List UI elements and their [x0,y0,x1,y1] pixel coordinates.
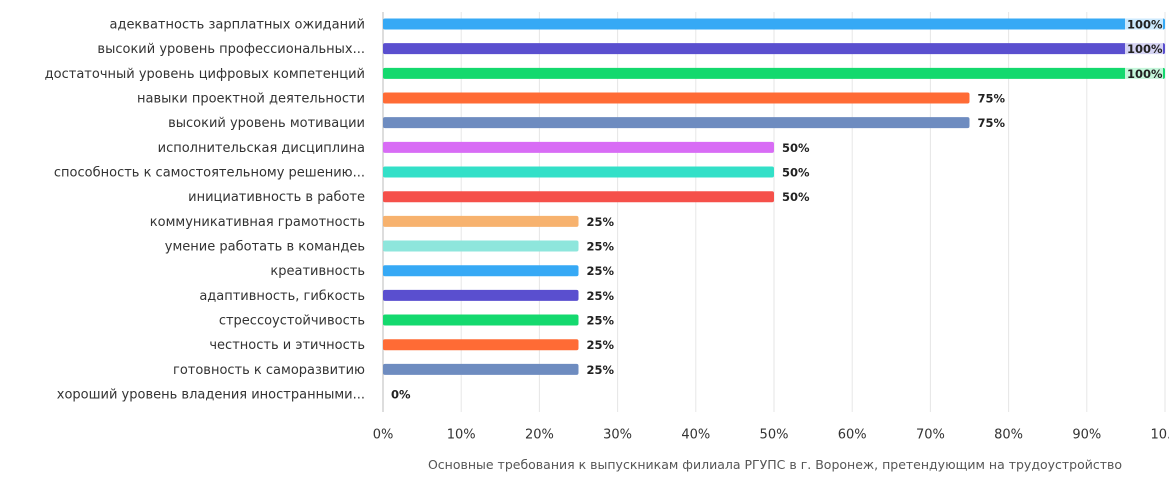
y-tick-label: навыки проектной деятельности [137,92,365,107]
y-tick-label: честность и этичность [209,338,365,353]
y-tick-label: высокий уровень мотивации [168,116,365,131]
bar [383,339,579,351]
value-label: 25% [587,264,615,278]
bar [383,215,579,227]
value-label: 25% [587,363,615,377]
bar [383,265,579,277]
bar [383,141,774,153]
x-tick-label: 90% [1072,428,1101,443]
bar [383,67,1165,79]
value-label: 50% [782,190,810,204]
value-label-bg [1125,41,1163,56]
value-label: 25% [587,338,615,352]
bar [383,191,774,203]
value-label: 75% [978,92,1006,106]
y-tick-label: стрессоустойчивость [219,314,365,329]
value-label: 100% [1127,67,1163,81]
x-tick-label: 40% [681,428,710,443]
bar [383,240,579,252]
y-tick-label: хороший уровень владения иностранными... [57,388,365,403]
x-tick-label: 20% [525,428,554,443]
value-label-bg [1125,17,1163,31]
x-tick-label: 60% [838,428,867,443]
bar [383,18,1165,30]
x-axis-title: Основные требования к выпускникам филиал… [427,457,1123,472]
value-label: 100% [1127,42,1163,56]
x-tick-label: 10% [447,428,476,443]
x-tick-label: 30% [603,428,632,443]
bar [383,92,970,104]
y-tick-label: адекватность зарплатных ожиданий [109,18,365,33]
value-label: 75% [978,116,1006,130]
y-tick-label: инициативность в работе [188,190,365,205]
bar [383,166,774,178]
x-tick-label: 80% [994,428,1023,443]
y-tick-label: способность к самостоятельному решению..… [54,166,365,181]
x-tick-label: 10... [1151,428,1169,443]
value-label: 50% [782,141,810,155]
y-tick-label: готовность к саморазвитию [173,363,365,378]
bar [383,117,970,129]
y-tick-label: достаточный уровень цифровых компетенций [45,67,365,82]
bar [383,314,579,326]
bar [383,363,579,375]
value-label: 100% [1127,18,1163,32]
value-label: 25% [587,215,615,229]
value-label: 0% [391,388,411,402]
y-tick-label: умение работать в командеь [165,240,365,255]
y-tick-label: коммуникативная грамотность [150,215,365,230]
value-label: 25% [587,240,615,254]
x-tick-label: 0% [373,428,394,443]
x-tick-label: 50% [760,428,789,443]
value-label: 25% [587,289,615,303]
x-tick-label: 70% [916,428,945,443]
value-label: 50% [782,166,810,180]
y-tick-label: исполнительская дисциплина [158,141,365,156]
bar [383,43,1165,55]
value-label: 25% [587,314,615,328]
y-tick-label: адаптивность, гибкость [199,289,365,304]
y-tick-label: креативность [270,264,365,279]
bar [383,289,579,301]
y-tick-label: высокий уровень профессиональных... [97,42,365,57]
value-label-bg [1125,66,1163,81]
